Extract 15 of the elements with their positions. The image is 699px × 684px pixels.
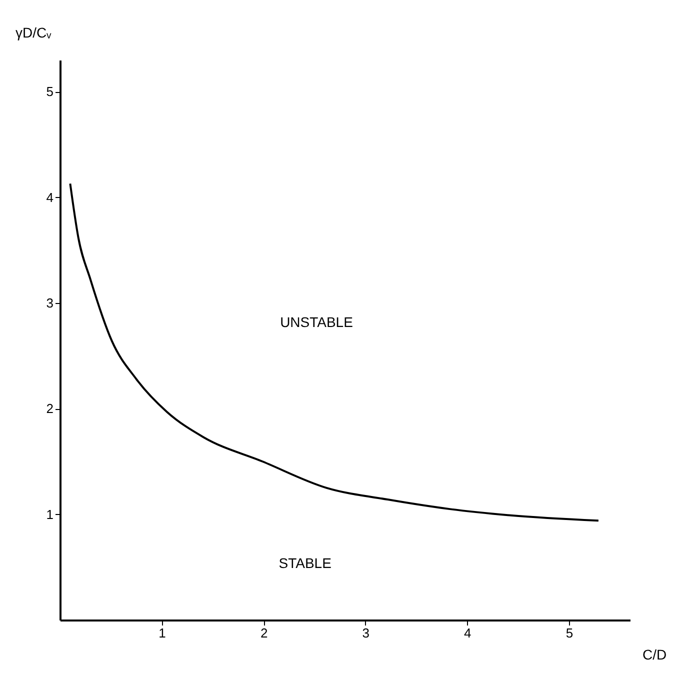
y-tick-label: 5 [46, 84, 54, 100]
line-series [69, 182, 600, 522]
y-tick-label: 2 [46, 401, 54, 416]
annotation: STABLE [278, 555, 332, 571]
x-tick-label: 3 [362, 626, 370, 640]
y-axis-title: γD/Cᵥ [16, 24, 52, 40]
y-tick-label: 4 [46, 190, 54, 205]
y-tick-label: 1 [46, 506, 54, 522]
x-tick-label: 4 [464, 626, 472, 640]
x-tick-label: 1 [158, 626, 166, 640]
y-tick-label: 3 [46, 296, 54, 311]
x-tick-label: 5 [566, 626, 574, 640]
annotation: UNSTABLE [280, 314, 353, 330]
x-axis-title: C/D [642, 646, 667, 662]
x-tick-label: 2 [260, 626, 268, 640]
